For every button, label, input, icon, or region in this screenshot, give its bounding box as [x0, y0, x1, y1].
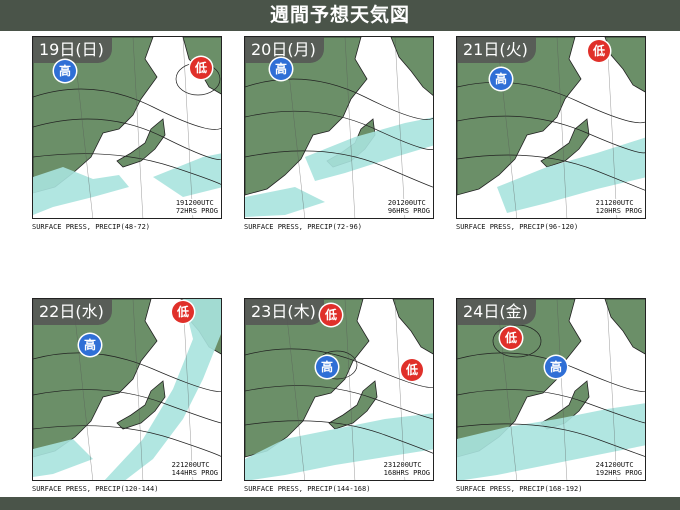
- page-header: 週間予想天気図: [0, 0, 680, 31]
- weather-map-panel-19: 19日(日) 高 低 191200UTC 72HRS PROG SURFACE …: [32, 36, 222, 241]
- map-caption: SURFACE PRESS, PRECIP(120-144): [32, 485, 159, 493]
- map-caption: SURFACE PRESS, PRECIP(48-72): [32, 223, 151, 231]
- weather-map-panel-20: 20日(月) 高 201200UTC 96HRS PROG SURFACE PR…: [244, 36, 434, 241]
- weather-map-graphic: [33, 37, 221, 218]
- map-date-tab: 20日(月): [245, 37, 324, 63]
- low-pressure-marker: 低: [172, 301, 194, 323]
- weather-map-graphic: [245, 299, 433, 480]
- forecast-stamp: 241200UTC 192HRS PROG: [594, 461, 643, 477]
- high-pressure-marker: 高: [316, 356, 338, 378]
- forecast-stamp: 231200UTC 168HRS PROG: [382, 461, 431, 477]
- high-pressure-marker: 高: [545, 356, 567, 378]
- low-pressure-marker: 低: [320, 304, 342, 326]
- map-date-tab: 19日(日): [33, 37, 112, 63]
- map-caption: SURFACE PRESS, PRECIP(168-192): [456, 485, 583, 493]
- weather-map: [244, 298, 434, 481]
- weather-map-graphic: [457, 299, 645, 480]
- high-pressure-marker: 高: [79, 334, 101, 356]
- map-date-tab: 22日(水): [33, 299, 112, 325]
- map-caption: SURFACE PRESS, PRECIP(144-168): [244, 485, 371, 493]
- map-caption: SURFACE PRESS, PRECIP(72-96): [244, 223, 363, 231]
- map-date-tab: 21日(火): [457, 37, 536, 63]
- low-pressure-marker: 低: [401, 359, 423, 381]
- forecast-stamp: 211200UTC 120HRS PROG: [594, 199, 643, 215]
- weather-map-panel-22: 22日(水) 高 低 221200UTC 144HRS PROG SURFACE…: [32, 298, 222, 503]
- low-pressure-marker: 低: [500, 327, 522, 349]
- high-pressure-marker: 高: [270, 58, 292, 80]
- map-caption: SURFACE PRESS, PRECIP(96-120): [456, 223, 579, 231]
- forecast-stamp: 201200UTC 96HRS PROG: [386, 199, 431, 215]
- page-footer-bar: [0, 497, 680, 510]
- forecast-stamp: 221200UTC 144HRS PROG: [170, 461, 219, 477]
- low-pressure-marker: 低: [190, 57, 212, 79]
- map-date-tab: 23日(木): [245, 299, 324, 325]
- page-title: 週間予想天気図: [269, 4, 410, 26]
- weather-map: [456, 36, 646, 219]
- weather-map-panel-24: 24日(金) 低 高 241200UTC 192HRS PROG SURFACE…: [456, 298, 646, 503]
- weather-map: [456, 298, 646, 481]
- forecast-stamp: 191200UTC 72HRS PROG: [174, 199, 219, 215]
- weather-map: [32, 298, 222, 481]
- map-date-tab: 24日(金): [457, 299, 536, 325]
- weather-map-graphic: [457, 37, 645, 218]
- weather-map-panel-21: 21日(火) 高 低 211200UTC 120HRS PROG SURFACE…: [456, 36, 646, 241]
- weather-map: [32, 36, 222, 219]
- high-pressure-marker: 高: [490, 68, 512, 90]
- low-pressure-marker: 低: [588, 40, 610, 62]
- high-pressure-marker: 高: [54, 60, 76, 82]
- weather-map-panel-23: 23日(木) 高 低 低 231200UTC 168HRS PROG SURFA…: [244, 298, 434, 503]
- weather-map-graphic: [33, 299, 221, 480]
